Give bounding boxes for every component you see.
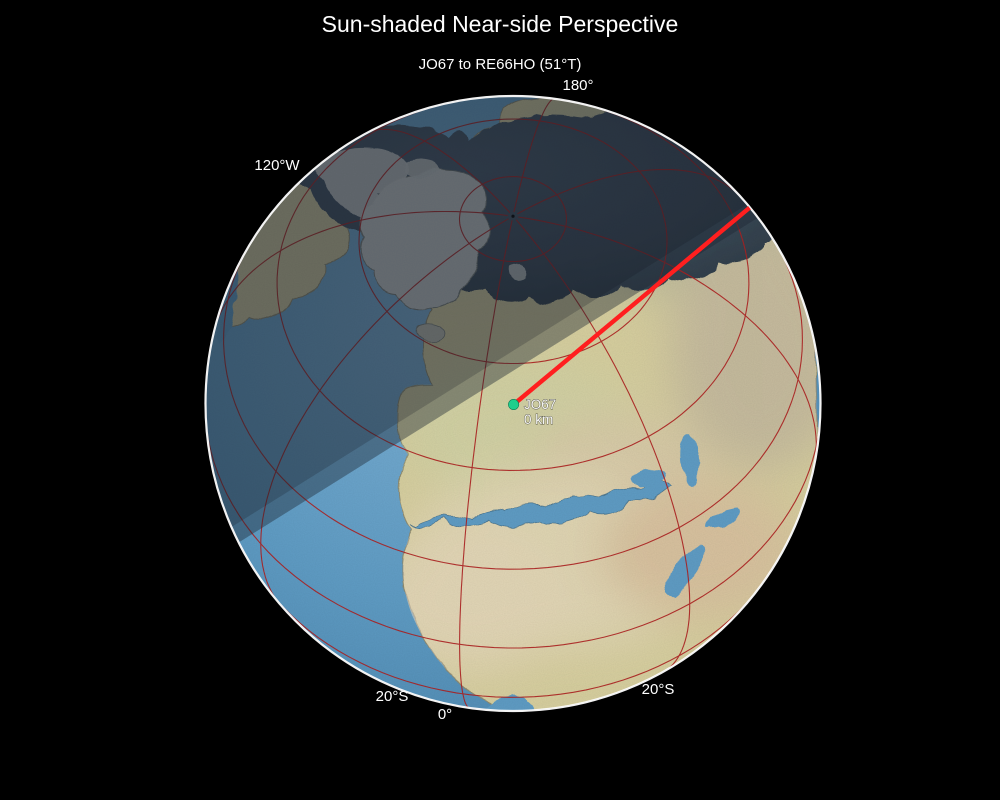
svg-text:0 km: 0 km xyxy=(524,412,553,427)
svg-text:180°: 180° xyxy=(562,77,593,94)
svg-text:120°W: 120°W xyxy=(254,157,300,174)
svg-text:20°S: 20°S xyxy=(376,688,409,705)
svg-text:20°S: 20°S xyxy=(642,681,675,698)
svg-text:JO67: JO67 xyxy=(524,397,556,412)
svg-text:0°: 0° xyxy=(438,706,452,723)
